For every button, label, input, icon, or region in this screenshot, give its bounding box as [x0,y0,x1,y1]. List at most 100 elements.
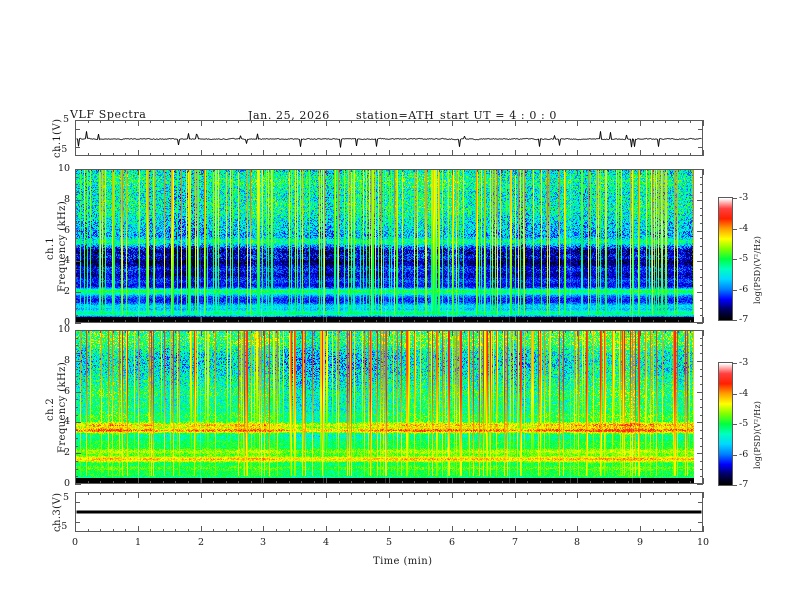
time-minor-tick [427,169,428,172]
time-minor-tick [113,320,114,323]
time-minor-tick [251,120,252,123]
time-minor-tick [163,481,164,484]
freq-minor-tick [75,384,78,385]
time-minor-tick [690,492,691,495]
time-minor-tick [590,330,591,333]
time-tick-mark [75,317,76,323]
time-tick-label: 4 [323,537,330,548]
time-minor-tick [402,120,403,123]
panel-ch1-spectrogram [75,169,703,323]
time-minor-tick [226,330,227,333]
time-minor-tick [552,330,553,333]
freq-minor-tick [700,215,703,216]
time-minor-tick [226,481,227,484]
freq-tick-mark [697,484,703,485]
time-minor-tick [100,481,101,484]
time-minor-tick [477,492,478,495]
freq-tick-mark [75,323,81,324]
freq-minor-tick [75,461,78,462]
time-minor-tick [351,492,352,495]
freq-minor-tick [700,415,703,416]
cbar-ch2-gradient [719,363,732,485]
time-minor-tick [690,153,691,156]
time-minor-tick [125,169,126,172]
time-tick-mark [703,526,704,532]
time-minor-tick [502,320,503,323]
time-tick-mark [640,120,641,126]
time-tick-mark [703,478,704,484]
time-tick-label: 6 [449,537,456,548]
time-minor-tick [628,529,629,532]
freq-minor-tick [700,192,703,193]
time-minor-tick [678,320,679,323]
time-minor-tick [552,529,553,532]
time-minor-tick [276,481,277,484]
freq-minor-tick [75,300,78,301]
volt-tick-mark [698,147,703,148]
colorbar-tick-mark [732,198,737,199]
time-minor-tick [464,481,465,484]
time-minor-tick [251,492,252,495]
time-tick-mark [201,478,202,484]
time-tick-mark [577,169,578,175]
time-minor-tick [427,320,428,323]
time-minor-tick [113,492,114,495]
ch1-wave-tick-pos: 5 [63,114,70,125]
time-minor-tick [125,153,126,156]
time-minor-tick [653,492,654,495]
freq-tick-label: 0 [64,478,71,489]
observation-date: Jan. 25, 2026 [248,109,330,122]
time-tick-mark [138,478,139,484]
time-minor-tick [678,481,679,484]
time-minor-tick [364,153,365,156]
freq-minor-tick [700,277,703,278]
time-minor-tick [376,153,377,156]
freq-tick-mark [697,292,703,293]
freq-minor-tick [700,338,703,339]
time-minor-tick [489,330,490,333]
colorbar-tick-mark [732,363,737,364]
time-minor-tick [100,120,101,123]
time-minor-tick [414,153,415,156]
time-minor-tick [653,120,654,123]
freq-minor-tick [75,353,78,354]
time-minor-tick [376,481,377,484]
time-tick-mark [201,317,202,323]
time-minor-tick [276,492,277,495]
freq-tick-mark [697,323,703,324]
time-minor-tick [477,481,478,484]
time-minor-tick [414,169,415,172]
time-tick-mark [640,478,641,484]
time-minor-tick [540,330,541,333]
time-minor-tick [603,330,604,333]
time-minor-tick [150,153,151,156]
time-minor-tick [150,169,151,172]
time-minor-tick [477,120,478,123]
time-minor-tick [314,529,315,532]
time-minor-tick [376,169,377,172]
colorbar-tick-label: -7 [739,479,749,490]
freq-minor-tick [75,184,78,185]
time-minor-tick [113,153,114,156]
colorbar-tick-label: -5 [739,253,749,264]
volt-tick-mark [75,502,80,503]
time-minor-tick [351,120,352,123]
freq-tick-label: 4 [64,255,71,266]
time-tick-mark [75,478,76,484]
time-minor-tick [188,320,189,323]
time-minor-tick [527,330,528,333]
time-minor-tick [188,529,189,532]
time-minor-tick [427,481,428,484]
time-minor-tick [314,120,315,123]
freq-minor-tick [75,315,78,316]
time-minor-tick [188,120,189,123]
time-minor-tick [565,153,566,156]
time-tick-mark [452,492,453,498]
time-minor-tick [527,481,528,484]
colorbar-tick-label: -3 [739,192,749,203]
freq-tick-mark [697,231,703,232]
time-minor-tick [678,169,679,172]
time-minor-tick [351,153,352,156]
freq-minor-tick [75,208,78,209]
time-minor-tick [376,120,377,123]
